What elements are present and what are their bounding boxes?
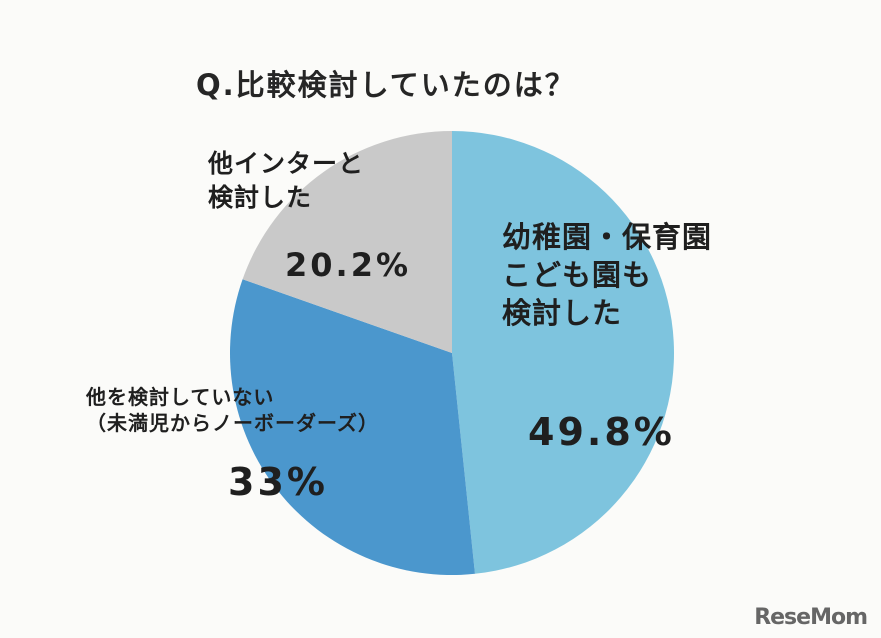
pie-slice-other-international — [242, 130, 452, 353]
category-label-kindergarten: 幼稚園・保育園 こども園も 検討した — [502, 220, 713, 330]
category-label-other-international: 他インターと 検討した — [208, 149, 365, 212]
value-label-other-international: 20.2% — [285, 246, 412, 284]
pie-slice-no-other — [230, 279, 475, 575]
category-label-no-other: 他を検討していない （未満児からノーボーダーズ） — [86, 385, 379, 435]
value-label-no-other: 33% — [228, 460, 328, 504]
resemom-logo: ReseMom — [754, 605, 868, 630]
value-label-kindergarten: 49.8% — [528, 410, 675, 454]
pie-slice-kindergarten — [452, 131, 675, 574]
chart-title: Q.比較検討していたのは？ — [196, 68, 576, 102]
